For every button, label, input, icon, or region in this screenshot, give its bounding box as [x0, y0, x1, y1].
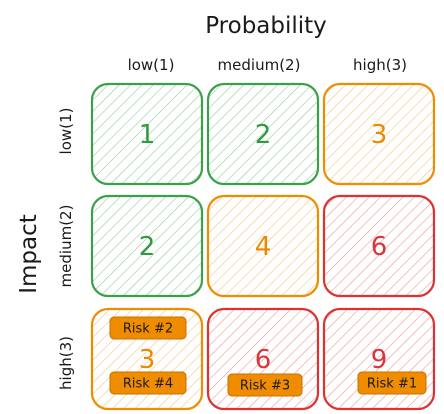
cell-border: [206, 307, 320, 411]
column-label-medium: medium(2): [218, 56, 301, 74]
risk-tag-label: Risk #3: [240, 379, 290, 394]
cell-border: [90, 82, 204, 186]
cell-score: 6: [255, 345, 272, 375]
risk-tag[interactable]: Risk #2: [109, 316, 187, 340]
probability-axis-title: Probability: [205, 13, 327, 39]
cell-hatch-fill: [208, 84, 318, 184]
cell-border: [206, 82, 320, 186]
cell-border: [322, 82, 436, 186]
matrix-cell: 6: [322, 194, 436, 298]
cell-border: [322, 194, 436, 298]
matrix-cell: 3: [322, 82, 436, 186]
risk-tag[interactable]: Risk #1: [357, 371, 427, 395]
risk-tag-label: Risk #2: [123, 322, 173, 337]
cell-score: 9: [371, 345, 388, 375]
cell-hatch-fill: [208, 196, 318, 296]
cell-border: [90, 307, 204, 411]
cell-score: 2: [139, 232, 156, 262]
cell-score: 4: [255, 232, 272, 262]
risk-tag-label: Risk #1: [367, 377, 417, 392]
matrix-cells: 1 2 3 2 4 6 3 6 9: [90, 82, 436, 411]
matrix-cell: 2: [206, 82, 320, 186]
risk-tag-background: [109, 316, 187, 340]
risk-tag-background: [109, 371, 187, 395]
cell-hatch-fill: [92, 196, 202, 296]
row-label-medium: medium(2): [57, 205, 75, 288]
cell-score: 2: [255, 120, 272, 150]
column-label-low: low(1): [128, 56, 175, 74]
cell-border: [206, 194, 320, 298]
cell-score: 3: [139, 345, 156, 375]
risk-tag-background: [357, 371, 427, 395]
cell-border: [90, 194, 204, 298]
matrix-cell: 1: [90, 82, 204, 186]
risk-tag-label: Risk #4: [123, 377, 173, 392]
row-label-low: low(1): [57, 108, 75, 155]
cell-hatch-fill: [324, 84, 434, 184]
matrix-cell: 2: [90, 194, 204, 298]
risk-tags: Risk #2 Risk #4 Risk #3 Risk #1: [109, 316, 427, 397]
cell-hatch-fill: [92, 84, 202, 184]
risk-tag[interactable]: Risk #4: [109, 371, 187, 395]
cell-border: [322, 307, 436, 411]
cell-score: 6: [371, 232, 388, 262]
column-label-high: high(3): [353, 56, 407, 74]
risk-tag-background: [227, 373, 303, 397]
risk-tag[interactable]: Risk #3: [227, 373, 303, 397]
row-label-high: high(3): [57, 336, 75, 390]
impact-axis-title: Impact: [16, 214, 42, 294]
matrix-cell: 4: [206, 194, 320, 298]
cell-score: 1: [139, 120, 156, 150]
cell-hatch-fill: [324, 196, 434, 296]
cell-score: 3: [371, 120, 388, 150]
